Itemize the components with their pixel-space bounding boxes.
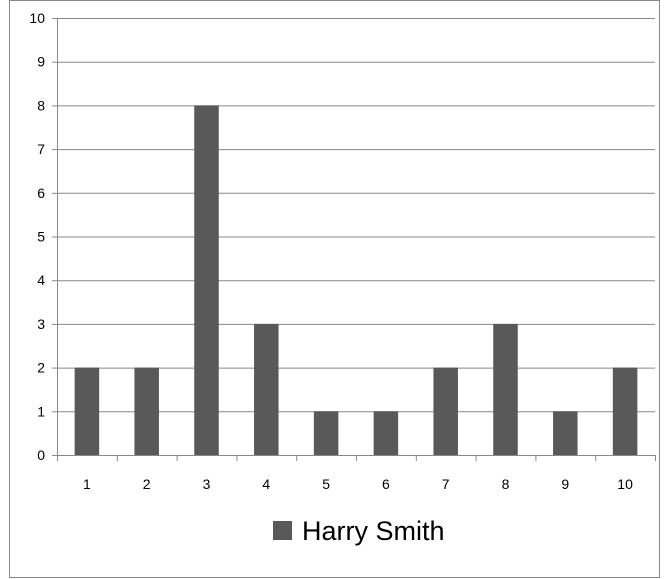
- x-tick-label: 1: [83, 476, 91, 492]
- x-tick-label: 3: [203, 476, 211, 492]
- bar: [373, 411, 399, 455]
- bar: [134, 367, 159, 455]
- y-tick-label: 10: [29, 10, 45, 26]
- y-tick-label: 1: [37, 403, 45, 419]
- x-tick-label: 4: [262, 476, 270, 492]
- bar: [553, 411, 578, 455]
- y-tick-label: 9: [37, 54, 45, 70]
- legend-label: Harry Smith: [302, 516, 445, 546]
- x-tick-label: 10: [617, 476, 633, 492]
- y-tick-label: 8: [37, 97, 45, 113]
- x-tick-label: 7: [442, 476, 450, 492]
- x-tick-label: 8: [502, 476, 510, 492]
- x-tick-label: 5: [322, 476, 330, 492]
- y-tick-label: 3: [37, 316, 45, 332]
- bar: [493, 323, 518, 455]
- y-tick-label: 6: [37, 185, 45, 201]
- bar: [74, 367, 100, 455]
- x-tick-label: 6: [382, 476, 390, 492]
- y-tick-label: 7: [37, 141, 45, 157]
- x-axis-ticks: 1 2 3 4 5 6 7 8 9 10: [83, 476, 633, 492]
- y-tick-label: 0: [37, 447, 45, 463]
- legend: Harry Smith: [273, 516, 445, 546]
- y-tick-label: 2: [37, 360, 45, 376]
- legend-swatch: [273, 521, 292, 540]
- x-axis: [57, 455, 656, 461]
- y-tick-label: 4: [37, 272, 45, 288]
- x-tick-label: 2: [143, 476, 151, 492]
- y-tick-label: 5: [37, 229, 45, 245]
- bar: [433, 367, 458, 455]
- bar-series: [74, 105, 638, 456]
- bar: [612, 367, 638, 455]
- x-tick-label: 9: [561, 476, 569, 492]
- chart-border: [9, 0, 660, 578]
- bar: [194, 105, 219, 456]
- bar: [254, 323, 279, 455]
- bar: [313, 411, 339, 455]
- y-axis-ticks: 0 1 2 3 4 5 6 7 8 9 10: [29, 10, 58, 463]
